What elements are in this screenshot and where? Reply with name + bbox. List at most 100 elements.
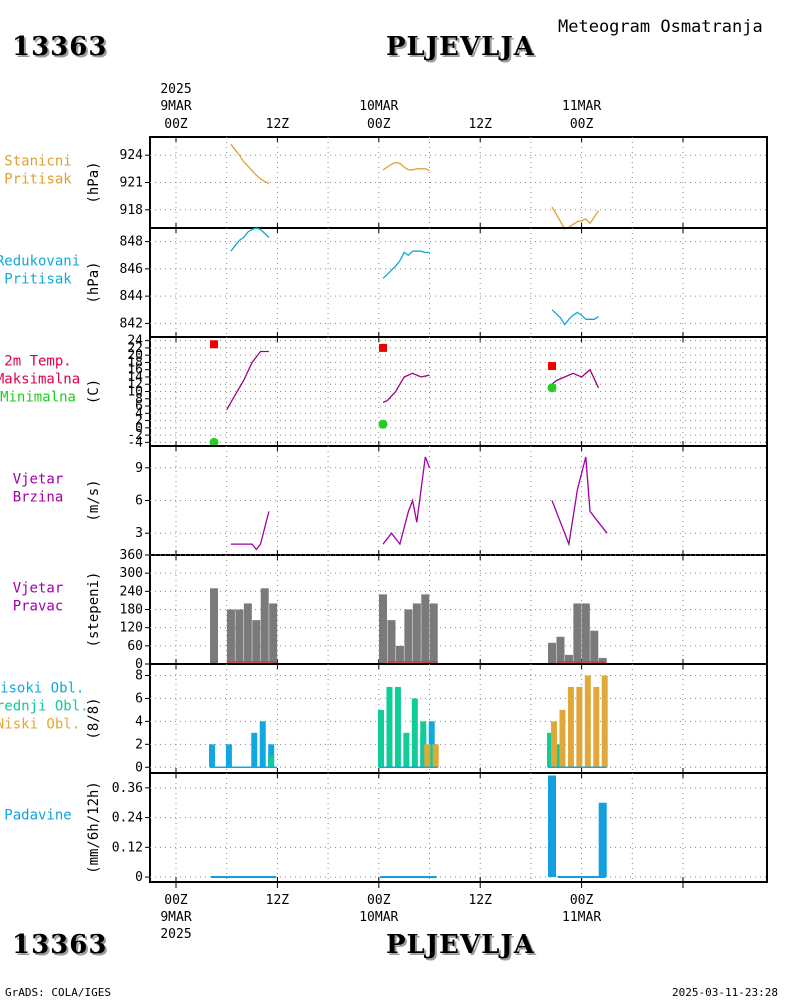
panel-wind_speed: 3 6 9 (m/s) Vjetar Brzina	[13, 445, 768, 556]
panel-label: Pravac	[13, 599, 64, 615]
y-axis-unit-label: (stepeni)	[86, 572, 102, 648]
wind-direction-bar	[548, 642, 557, 664]
panel-label: Brzina	[13, 490, 64, 506]
y-tick-label: 240	[120, 584, 143, 599]
y-tick-label: 844	[120, 289, 144, 304]
panel-wind_direction: 0 60 120 180 240 300 360 (stepeni) Vjetar Pravac	[13, 548, 768, 672]
cloud-bar	[584, 675, 591, 768]
wind-direction-bar	[235, 609, 244, 664]
wind-direction-bar	[379, 594, 388, 664]
station-id-bottom: 13363	[12, 930, 107, 960]
y-tick-label: 20	[127, 348, 143, 363]
temp-series-line	[551, 368, 600, 389]
top-hour-tick-label: 00Z	[367, 117, 391, 132]
wind-direction-bar	[556, 636, 565, 664]
cloud-bar	[209, 744, 216, 768]
y-tick-label: 0	[135, 657, 143, 672]
y-tick-label: 0.12	[112, 840, 143, 855]
y-axis-unit-label: (hPa)	[86, 161, 102, 203]
cloud-bar	[432, 744, 439, 768]
y-tick-label: 3	[135, 526, 143, 541]
station_pressure-series-line	[230, 143, 270, 184]
bottom-hour-tick-label: 00Z	[570, 893, 594, 908]
wind-direction-bar	[387, 620, 396, 664]
cloud-bar	[411, 698, 418, 768]
y-tick-label: 120	[120, 621, 143, 636]
y-axis-unit-label: (m/s)	[86, 479, 102, 521]
y-tick-label: 18	[127, 355, 143, 370]
top-date-label: 10MAR	[359, 99, 398, 114]
y-tick-label: 14	[127, 370, 143, 385]
panel-label: Vjetar	[13, 581, 64, 597]
wind-direction-bar	[243, 603, 252, 664]
bottom-hour-tick-label: 12Z	[266, 893, 290, 908]
bottom-hour-tick-label: 00Z	[367, 893, 391, 908]
y-tick-label: 60	[127, 639, 143, 654]
y-tick-label: 16	[127, 363, 143, 378]
wind-direction-bar	[252, 620, 261, 664]
wind-direction-bar	[581, 603, 590, 664]
y-tick-label: 0	[135, 870, 143, 885]
panel-label: 2m Temp.	[4, 354, 71, 370]
y-tick-label: 10	[127, 385, 143, 400]
product-title: Meteogram Osmatranja	[558, 17, 763, 37]
bottom-hour-tick-label: 12Z	[468, 893, 492, 908]
y-axis-unit-label: (8/8)	[86, 697, 102, 739]
y-tick-label: 300	[120, 566, 143, 581]
y-tick-label: 918	[120, 203, 143, 218]
cloud-bar	[259, 721, 266, 768]
cloud-bar	[547, 732, 554, 768]
panel-frame	[149, 772, 768, 883]
top-hour-tick-label: 00Z	[164, 117, 188, 132]
y-axis-unit-label: (mm/6h/12h)	[86, 781, 102, 874]
y-tick-label: 848	[120, 235, 143, 250]
y-tick-label: 2	[135, 414, 143, 429]
y-tick-label: 8	[135, 392, 143, 407]
y-tick-label: 8	[135, 668, 143, 683]
wind-direction-bar	[412, 603, 421, 664]
bottom-year-label: 2025	[160, 927, 191, 942]
y-tick-label: 360	[120, 548, 143, 563]
cloud-bar	[378, 709, 385, 768]
temp-max-marker	[379, 343, 388, 352]
reduced_pressure-series-line	[551, 309, 599, 326]
station-name-shadow: PLJEVLJA	[388, 34, 537, 64]
y-tick-label: 2	[135, 737, 143, 752]
panel-label: Srednji Obl.	[0, 699, 89, 715]
reduced_pressure-series-line	[230, 227, 270, 252]
cloud-bar	[251, 732, 258, 768]
station_pressure-series-line	[382, 161, 430, 172]
cloud-bar	[424, 744, 431, 768]
y-tick-label: 24	[127, 334, 143, 349]
y-tick-label: 924	[120, 148, 144, 163]
panel-label: Redukovani	[0, 254, 80, 270]
y-tick-label: 0.36	[112, 781, 143, 796]
cloud-bar	[593, 686, 600, 768]
y-axis-unit-label: (C)	[86, 379, 102, 404]
cloud-bar	[555, 744, 562, 768]
cloud-bar	[268, 755, 275, 768]
y-tick-label: 4	[135, 714, 143, 729]
cloud-bar	[601, 675, 608, 768]
panel-label: Vjetar	[13, 472, 64, 488]
wind-direction-bar	[564, 654, 573, 664]
wind-direction-bar	[269, 603, 278, 664]
temp-series-line	[382, 372, 430, 403]
panel-label: Pritisak	[4, 172, 72, 188]
y-tick-label: 9	[135, 461, 143, 476]
wind-direction-bar	[226, 609, 235, 664]
y-tick-label: 22	[127, 341, 143, 356]
y-tick-label: 6	[135, 399, 143, 414]
wind-direction-bar	[395, 645, 404, 664]
precip-bar	[548, 775, 557, 878]
y-tick-label: -2	[127, 428, 143, 443]
y-tick-label: 180	[120, 603, 143, 618]
top-date-label: 11MAR	[562, 99, 601, 114]
panel-label: Padavine	[4, 808, 71, 824]
y-tick-label: 4	[135, 406, 143, 421]
wind-direction-bar	[573, 603, 582, 664]
cloud-bar	[576, 686, 583, 768]
top-hour-tick-label: 00Z	[570, 117, 594, 132]
reduced_pressure-series-line	[382, 250, 430, 279]
